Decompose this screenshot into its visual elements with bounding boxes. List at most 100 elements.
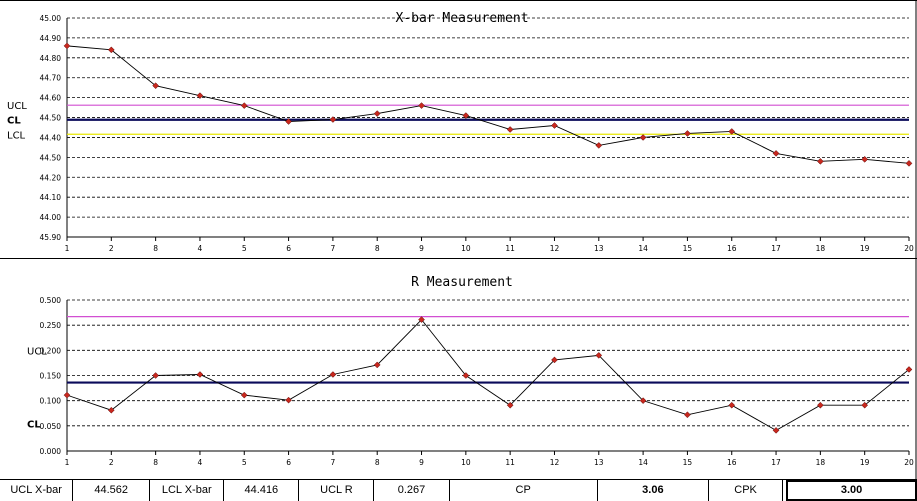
data-point xyxy=(728,401,736,409)
chart-title: X-bar Measurement xyxy=(395,11,528,26)
data-point xyxy=(506,126,514,133)
y-tick-label: 44.50 xyxy=(40,153,62,162)
x-tick-label: 2 xyxy=(109,458,114,467)
cpk-label: CPK xyxy=(709,480,784,501)
data-point xyxy=(905,366,913,373)
control-label-lcl: LCL xyxy=(7,130,26,141)
y-tick-label: 44.40 xyxy=(40,133,62,142)
data-point xyxy=(418,102,425,109)
x-tick-label: 19 xyxy=(860,458,870,467)
data-point xyxy=(107,46,115,54)
y-tick-label: 0.000 xyxy=(40,447,62,456)
data-point xyxy=(595,352,603,359)
x-tick-label: 9 xyxy=(419,244,424,253)
data-point xyxy=(373,361,381,369)
x-tick-label: 12 xyxy=(550,244,560,253)
series-line xyxy=(66,318,910,431)
cpk-value: 3.00 xyxy=(786,480,917,501)
data-point xyxy=(684,411,691,419)
x-tick-label: 2 xyxy=(109,244,114,253)
y-tick-label: 0.200 xyxy=(40,346,62,355)
x-tick-label: 20 xyxy=(904,244,914,253)
data-point xyxy=(861,401,869,409)
x-tick-label: 19 xyxy=(860,244,870,253)
data-point xyxy=(152,372,159,379)
x-tick-label: 8 xyxy=(375,458,380,467)
y-tick-label: 44.50 xyxy=(40,114,62,123)
control-label-ucl: UCL xyxy=(27,346,47,357)
x-tick-label: 13 xyxy=(594,244,604,253)
y-tick-label: 0.050 xyxy=(40,422,62,431)
data-point xyxy=(772,427,780,434)
chart-title: R Measurement xyxy=(411,275,513,290)
data-point xyxy=(373,110,381,117)
x-tick-label: 8 xyxy=(153,244,158,253)
x-tick-label: 15 xyxy=(683,244,693,253)
data-point xyxy=(152,82,159,90)
y-tick-label: 0.100 xyxy=(40,397,62,406)
x-tick-label: 10 xyxy=(461,458,471,467)
ucl-r-label: UCL R xyxy=(299,480,375,501)
x-tick-label: 5 xyxy=(242,458,247,467)
y-tick-label: 44.90 xyxy=(40,34,62,43)
x-tick-label: 14 xyxy=(638,458,648,467)
x-tick-label: 16 xyxy=(727,458,737,467)
data-point xyxy=(329,371,337,378)
x-tick-label: 10 xyxy=(461,244,471,253)
data-point xyxy=(418,316,425,323)
data-point xyxy=(285,396,292,404)
x-tick-label: 4 xyxy=(198,458,203,467)
control-label-cl: CL xyxy=(7,116,21,127)
x-tick-label: 7 xyxy=(331,458,336,467)
data-point xyxy=(462,372,470,379)
data-point xyxy=(240,102,248,109)
control-label-ucl: UCL xyxy=(7,101,27,112)
data-point xyxy=(817,157,824,165)
y-tick-label: 45.90 xyxy=(40,233,62,242)
data-point xyxy=(107,406,115,414)
lcl-xbar-label: LCL X-bar xyxy=(150,480,225,501)
y-tick-label: 44.10 xyxy=(40,193,62,202)
data-point xyxy=(285,118,292,125)
x-tick-label: 14 xyxy=(638,244,648,253)
x-tick-label: 11 xyxy=(505,458,515,467)
data-point xyxy=(639,397,647,405)
data-point xyxy=(551,122,558,129)
r-chart: R Measurement 0.000 0.050 0.100 0.150 0.200 0.… xyxy=(0,258,917,479)
data-point xyxy=(817,401,824,409)
cp-value: 3.06 xyxy=(598,480,709,501)
data-point xyxy=(905,159,913,167)
y-tick-label: 44.60 xyxy=(40,94,62,103)
data-point xyxy=(772,150,780,157)
x-tick-label: 9 xyxy=(419,458,424,467)
cp-label: CP xyxy=(450,480,598,501)
y-tick-label: 45.00 xyxy=(40,14,62,23)
data-point xyxy=(595,142,603,149)
x-tick-label: 6 xyxy=(286,458,291,467)
stats-bar: UCL X-bar 44.562 LCL X-bar 44.416 UCL R … xyxy=(0,479,917,501)
data-point xyxy=(196,371,204,378)
x-tick-label: 8 xyxy=(153,458,158,467)
series-line xyxy=(66,45,910,164)
data-point xyxy=(462,112,470,119)
x-tick-label: 6 xyxy=(286,244,291,253)
data-point xyxy=(506,401,514,409)
data-point xyxy=(240,391,248,399)
y-tick-label: 44.20 xyxy=(40,173,62,182)
x-tick-label: 12 xyxy=(550,458,560,467)
x-tick-label: 7 xyxy=(331,244,336,253)
x-tick-label: 1 xyxy=(65,244,70,253)
x-tick-label: 18 xyxy=(816,244,826,253)
x-tick-label: 13 xyxy=(594,458,604,467)
x-tick-label: 17 xyxy=(771,244,781,253)
data-point xyxy=(728,128,736,135)
data-point xyxy=(196,92,204,99)
y-tick-label: 0.250 xyxy=(40,321,62,330)
data-point xyxy=(63,42,71,50)
y-tick-label: 44.00 xyxy=(40,213,62,222)
x-tick-label: 20 xyxy=(904,458,914,467)
control-label-cl: CL xyxy=(27,419,41,430)
y-tick-label: 44.80 xyxy=(40,54,62,63)
lcl-xbar-value: 44.416 xyxy=(224,480,300,501)
x-tick-label: 18 xyxy=(816,458,826,467)
